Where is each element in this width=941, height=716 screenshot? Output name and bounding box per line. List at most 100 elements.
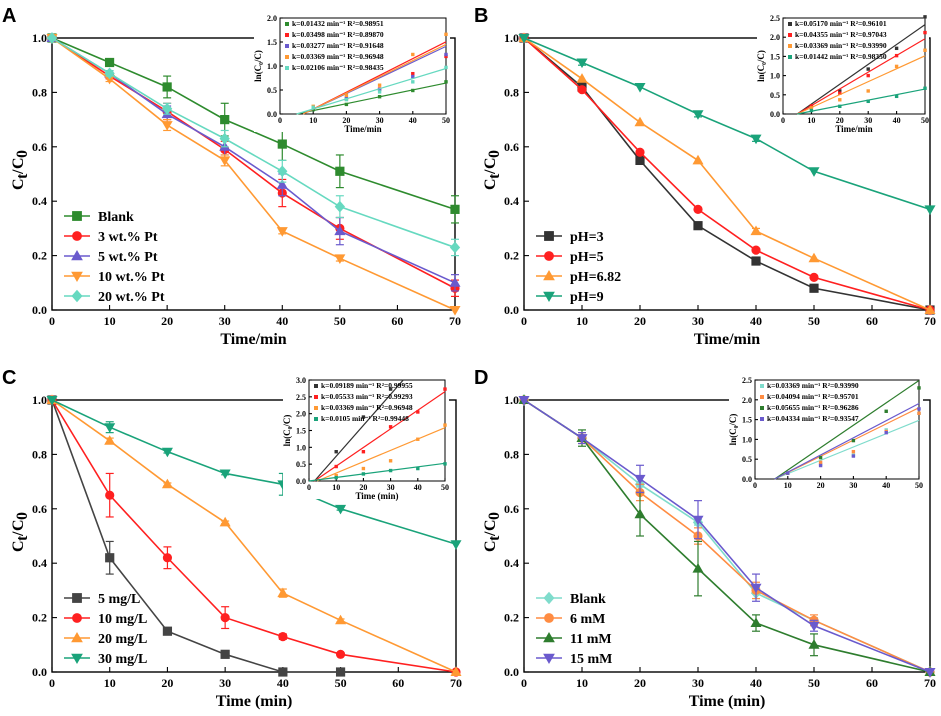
y-title-slash: / — [10, 169, 27, 175]
inset-legend-label: k=0.03369 min⁻¹ R²=0.96948 — [321, 403, 413, 412]
data-point — [105, 490, 115, 500]
inset-y-tick-label: 1.0 — [296, 443, 306, 452]
data-point — [161, 102, 173, 115]
data-point — [162, 553, 173, 563]
data-point — [693, 204, 703, 214]
inset-point — [923, 15, 927, 19]
inset-point — [866, 67, 870, 71]
inset-y-tick-label: 1.5 — [770, 52, 780, 61]
inset-frame — [782, 17, 926, 115]
data-point — [635, 147, 645, 157]
inset-point — [416, 410, 420, 414]
data-point — [924, 205, 936, 215]
inset-legend-marker — [314, 384, 318, 388]
inset-legend-marker — [788, 44, 792, 48]
inset-point — [851, 438, 856, 443]
inset-point — [334, 475, 338, 480]
inset-y-tick-label: 2.0 — [296, 410, 306, 419]
inset-fit-line — [296, 67, 447, 115]
inset-point — [923, 48, 927, 52]
inset-point — [917, 411, 921, 415]
data-point — [750, 225, 762, 236]
inset-legend-label: k=0.05533 min⁻¹ R²=0.99293 — [321, 392, 413, 401]
inset-x-tick-label: 50 — [915, 481, 923, 490]
inset-point — [361, 472, 366, 476]
y-tick-label: 0.0 — [504, 303, 519, 317]
legend: 5 mg/L 10 mg/L 20 mg/L 30 mg/L — [64, 592, 147, 667]
plot-frame — [51, 37, 456, 311]
inset-y-tick-label: 0.0 — [770, 110, 780, 119]
x-tick-label: 10 — [576, 314, 588, 328]
inset-legend-label: k=0.01432 min⁻¹ R²=0.98951 — [292, 19, 384, 28]
inset-point — [851, 449, 856, 454]
data-point — [808, 639, 820, 649]
legend-label: 10 wt.% Pt — [98, 270, 165, 285]
y-tick-label: 0.4 — [504, 194, 519, 208]
inset-y-title-group: ln(C₀/C) — [282, 415, 292, 447]
x-tick-label: 20 — [634, 314, 646, 328]
y-title-sub-0: 0 — [14, 512, 31, 520]
data-point — [692, 110, 704, 120]
legend-label: 5 mg/L — [98, 592, 140, 607]
inset-point — [444, 32, 448, 37]
inset-y-tick-label: 0.0 — [742, 475, 752, 484]
inset-point — [388, 425, 393, 429]
series-1 — [519, 33, 935, 315]
inset-point — [411, 71, 415, 76]
x-tick-label: 0 — [521, 314, 527, 328]
inset-fit-line — [774, 419, 920, 480]
inset-legend-marker — [788, 33, 792, 37]
inset-legend-label: k=0.05170 min⁻¹ R²=0.96101 — [795, 19, 887, 28]
inset-y-title-group: ln(C₀/C) — [756, 50, 766, 82]
x-axis-title: Time (min) — [689, 693, 766, 710]
y-title-slash: / — [10, 531, 27, 537]
y-title-sub-0: 0 — [14, 150, 31, 158]
inset-x-tick-label: 10 — [784, 481, 792, 490]
data-point — [518, 396, 530, 406]
y-axis-title: Ct/C0 — [482, 150, 503, 190]
inset-y-tick-label: 2.0 — [742, 396, 752, 405]
legend-marker — [72, 613, 82, 623]
x-tick-label: 30 — [692, 314, 704, 328]
inset-legend-marker — [285, 55, 289, 59]
data-point — [334, 200, 346, 213]
legend: Blank 3 wt.% Pt 5 wt.% Pt 10 wt.% Pt 20 wt.%… — [64, 210, 165, 305]
y-title-c: C — [10, 540, 27, 552]
data-point — [277, 587, 289, 598]
inset-legend-marker — [760, 395, 764, 399]
legend-marker — [71, 289, 83, 303]
data-point — [104, 57, 115, 68]
inset-y-title: ln(C₀/C) — [756, 50, 766, 82]
inset-y-title: ln(C₀/C) — [282, 415, 292, 447]
data-point — [278, 667, 288, 677]
inset-point — [334, 464, 338, 469]
data-point — [334, 254, 346, 264]
inset-fit-line — [797, 88, 926, 115]
inset-legend-marker — [788, 55, 792, 59]
inset-y-tick-label: 2.5 — [296, 393, 306, 402]
inset-legend-marker — [285, 22, 289, 26]
y-tick-label: 0.6 — [32, 140, 47, 154]
legend-marker — [544, 251, 554, 261]
inset-point — [894, 94, 899, 99]
y-tick-label: 0.8 — [32, 447, 47, 461]
inset-y-title-group: ln(C₀/C) — [253, 50, 263, 82]
data-point — [335, 667, 346, 677]
x-tick-label: 30 — [692, 676, 704, 690]
inset-y-tick-label: 2.5 — [742, 376, 752, 385]
inset-point — [443, 387, 447, 391]
inset-legend-marker — [314, 395, 318, 399]
legend-label: 20 mg/L — [98, 632, 147, 647]
inset-legend-label: k=0.03369 min⁻¹ R²=0.93990 — [795, 41, 887, 50]
data-point — [634, 116, 646, 127]
y-tick-label: 1.0 — [504, 393, 519, 407]
inset-point — [361, 450, 366, 454]
inset-point — [411, 80, 415, 84]
inset-legend-marker — [314, 406, 318, 410]
legend-label: pH=5 — [570, 250, 604, 265]
data-point — [449, 241, 461, 254]
inset-legend-marker — [788, 22, 792, 26]
inset-legend-label: k=0.03498 min⁻¹ R²=0.89870 — [292, 30, 384, 39]
legend-marker — [544, 231, 554, 241]
